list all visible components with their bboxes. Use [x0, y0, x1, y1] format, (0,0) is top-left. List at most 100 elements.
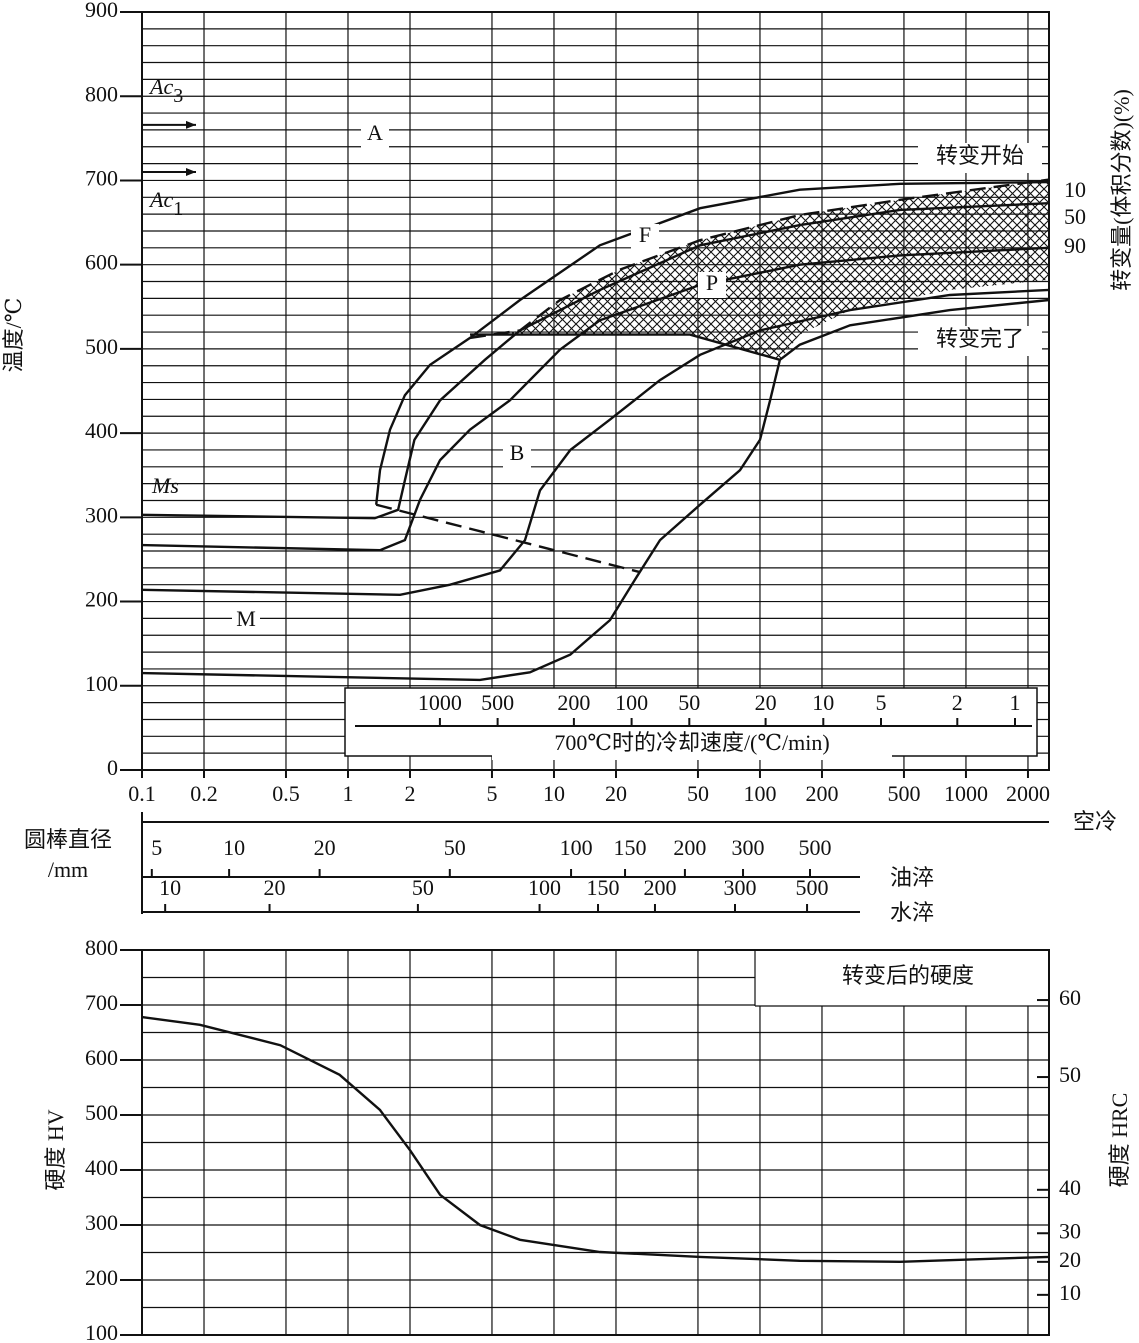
hrc-tick-label: 50: [1059, 1062, 1081, 1087]
diameter-tick-label: 200: [673, 835, 706, 860]
rate-tick-label: 1000: [418, 690, 462, 715]
hrc-tick-label: 10: [1059, 1280, 1081, 1305]
diameter-tick-label: 20: [264, 875, 286, 900]
diameter-tick-label: 300: [724, 875, 757, 900]
y-tick-label: 0: [107, 755, 118, 780]
y-tick-label: 600: [85, 250, 118, 275]
y-tick-label: 300: [85, 1210, 118, 1235]
rate-tick-label: 2: [952, 690, 963, 715]
y-tick-label: 200: [85, 587, 118, 612]
air-label: 空冷: [1073, 809, 1117, 834]
rate-tick-label: 50: [678, 690, 700, 715]
label-bg: [918, 143, 1042, 173]
diameter-tick-label: 50: [412, 875, 434, 900]
rate-tick-label: 1: [1010, 690, 1021, 715]
y-tick-label: 800: [85, 935, 118, 960]
y-axis-title: 温度/℃: [1, 298, 26, 373]
y-tick-label: 700: [85, 165, 118, 190]
diameter-tick-label: 5: [151, 835, 162, 860]
diameter-tick-label: 150: [587, 875, 620, 900]
diameter-tick-label: 500: [799, 835, 832, 860]
label-bg: [361, 122, 389, 148]
box-bg: [755, 951, 1048, 1006]
label-bg: [918, 326, 1042, 356]
hardness-curve: [141, 1015, 1050, 1264]
y-tick-label: 200: [85, 1265, 118, 1290]
x-tick-label: 0.1: [128, 781, 156, 806]
y-tick-label: 100: [85, 671, 118, 696]
hrc-tick-label: 40: [1059, 1175, 1081, 1200]
phase-label: A: [367, 120, 383, 145]
x-tick-label: 2000: [1006, 781, 1050, 806]
x-tick-label: 50: [687, 781, 709, 806]
y-tick-label: 900: [85, 0, 118, 22]
transformation-curve: [375, 180, 1050, 505]
hardness-title: 转变后的硬度: [842, 963, 974, 988]
transformation-curve: [141, 298, 1050, 682]
dashed-curve: [469, 178, 1050, 340]
rate-tick-label: 5: [876, 690, 887, 715]
y-tick-label: 600: [85, 1045, 118, 1070]
x-tick-label: 0.2: [190, 781, 218, 806]
diameter-tick-label: 500: [796, 875, 829, 900]
hrc-tick-label: 30: [1059, 1218, 1081, 1243]
critical-sub: 1: [173, 198, 183, 220]
diameter-tick-label: 100: [528, 875, 561, 900]
water-label: 水淬: [890, 900, 934, 925]
phase-label: B: [510, 440, 525, 465]
x-tick-label: 1000: [944, 781, 988, 806]
amount-label: 90: [1064, 233, 1086, 258]
y-tick-label: 500: [85, 1100, 118, 1125]
phase-label: M: [236, 606, 256, 631]
diameter-tick-label: 50: [444, 835, 466, 860]
y-tick-label: 400: [85, 1155, 118, 1180]
amount-label: 50: [1064, 204, 1086, 229]
x-tick-label: 2: [404, 781, 415, 806]
phase-label: P: [706, 270, 718, 295]
y-tick-label: 700: [85, 990, 118, 1015]
y-tick-label: 100: [85, 1320, 118, 1343]
amount-axis-title: 转变量(体积分数)(%): [1109, 89, 1134, 291]
label-bg: [503, 442, 531, 468]
curve-label: 转变完了: [936, 326, 1024, 351]
x-tick-label: 5: [486, 781, 497, 806]
ms-label: Ms: [151, 473, 179, 498]
critical-label: Ac1: [148, 187, 183, 220]
diameter-label: 圆棒直径: [24, 827, 112, 852]
hrc-tick-label: 20: [1059, 1247, 1081, 1272]
hrc-tick-label: 60: [1059, 985, 1081, 1010]
label-bg: [698, 272, 726, 298]
y2-axis-title: 硬度 HRC: [1107, 1093, 1132, 1188]
rate-tick-label: 200: [557, 690, 590, 715]
transformation-curve: [141, 202, 1050, 520]
label-bg: [232, 608, 260, 634]
curve-label: 转变开始: [936, 143, 1024, 168]
x-tick-label: 200: [805, 781, 838, 806]
diameter-tick-label: 20: [314, 835, 336, 860]
critical-label: Ac3: [148, 74, 183, 107]
arrow-head: [186, 168, 196, 177]
dashed-curve: [375, 503, 641, 574]
x-tick-label: 10: [543, 781, 565, 806]
diameter-tick-label: 300: [732, 835, 765, 860]
y-tick-label: 300: [85, 502, 118, 527]
transformation-curve: [141, 246, 1050, 552]
phase-label: F: [639, 222, 651, 247]
critical-name: Ac: [148, 74, 173, 99]
plot-frame: [141, 11, 1050, 771]
rate-tick-label: 500: [481, 690, 514, 715]
x-tick-label: 100: [743, 781, 776, 806]
rate-title: 700℃时的冷却速度/(℃/min): [554, 730, 829, 755]
x-tick-label: 0.5: [272, 781, 300, 806]
y-tick-label: 800: [85, 81, 118, 106]
x-tick-label: 1: [342, 781, 353, 806]
rate-tick-label: 20: [755, 690, 777, 715]
rate-tick-label: 10: [812, 690, 834, 715]
diameter-tick-label: 10: [223, 835, 245, 860]
diameter-tick-label: 200: [643, 875, 676, 900]
plot-frame: [141, 949, 1050, 1336]
diameter-tick-label: 150: [614, 835, 647, 860]
diameter-tick-label: 100: [560, 835, 593, 860]
y-tick-label: 400: [85, 418, 118, 443]
